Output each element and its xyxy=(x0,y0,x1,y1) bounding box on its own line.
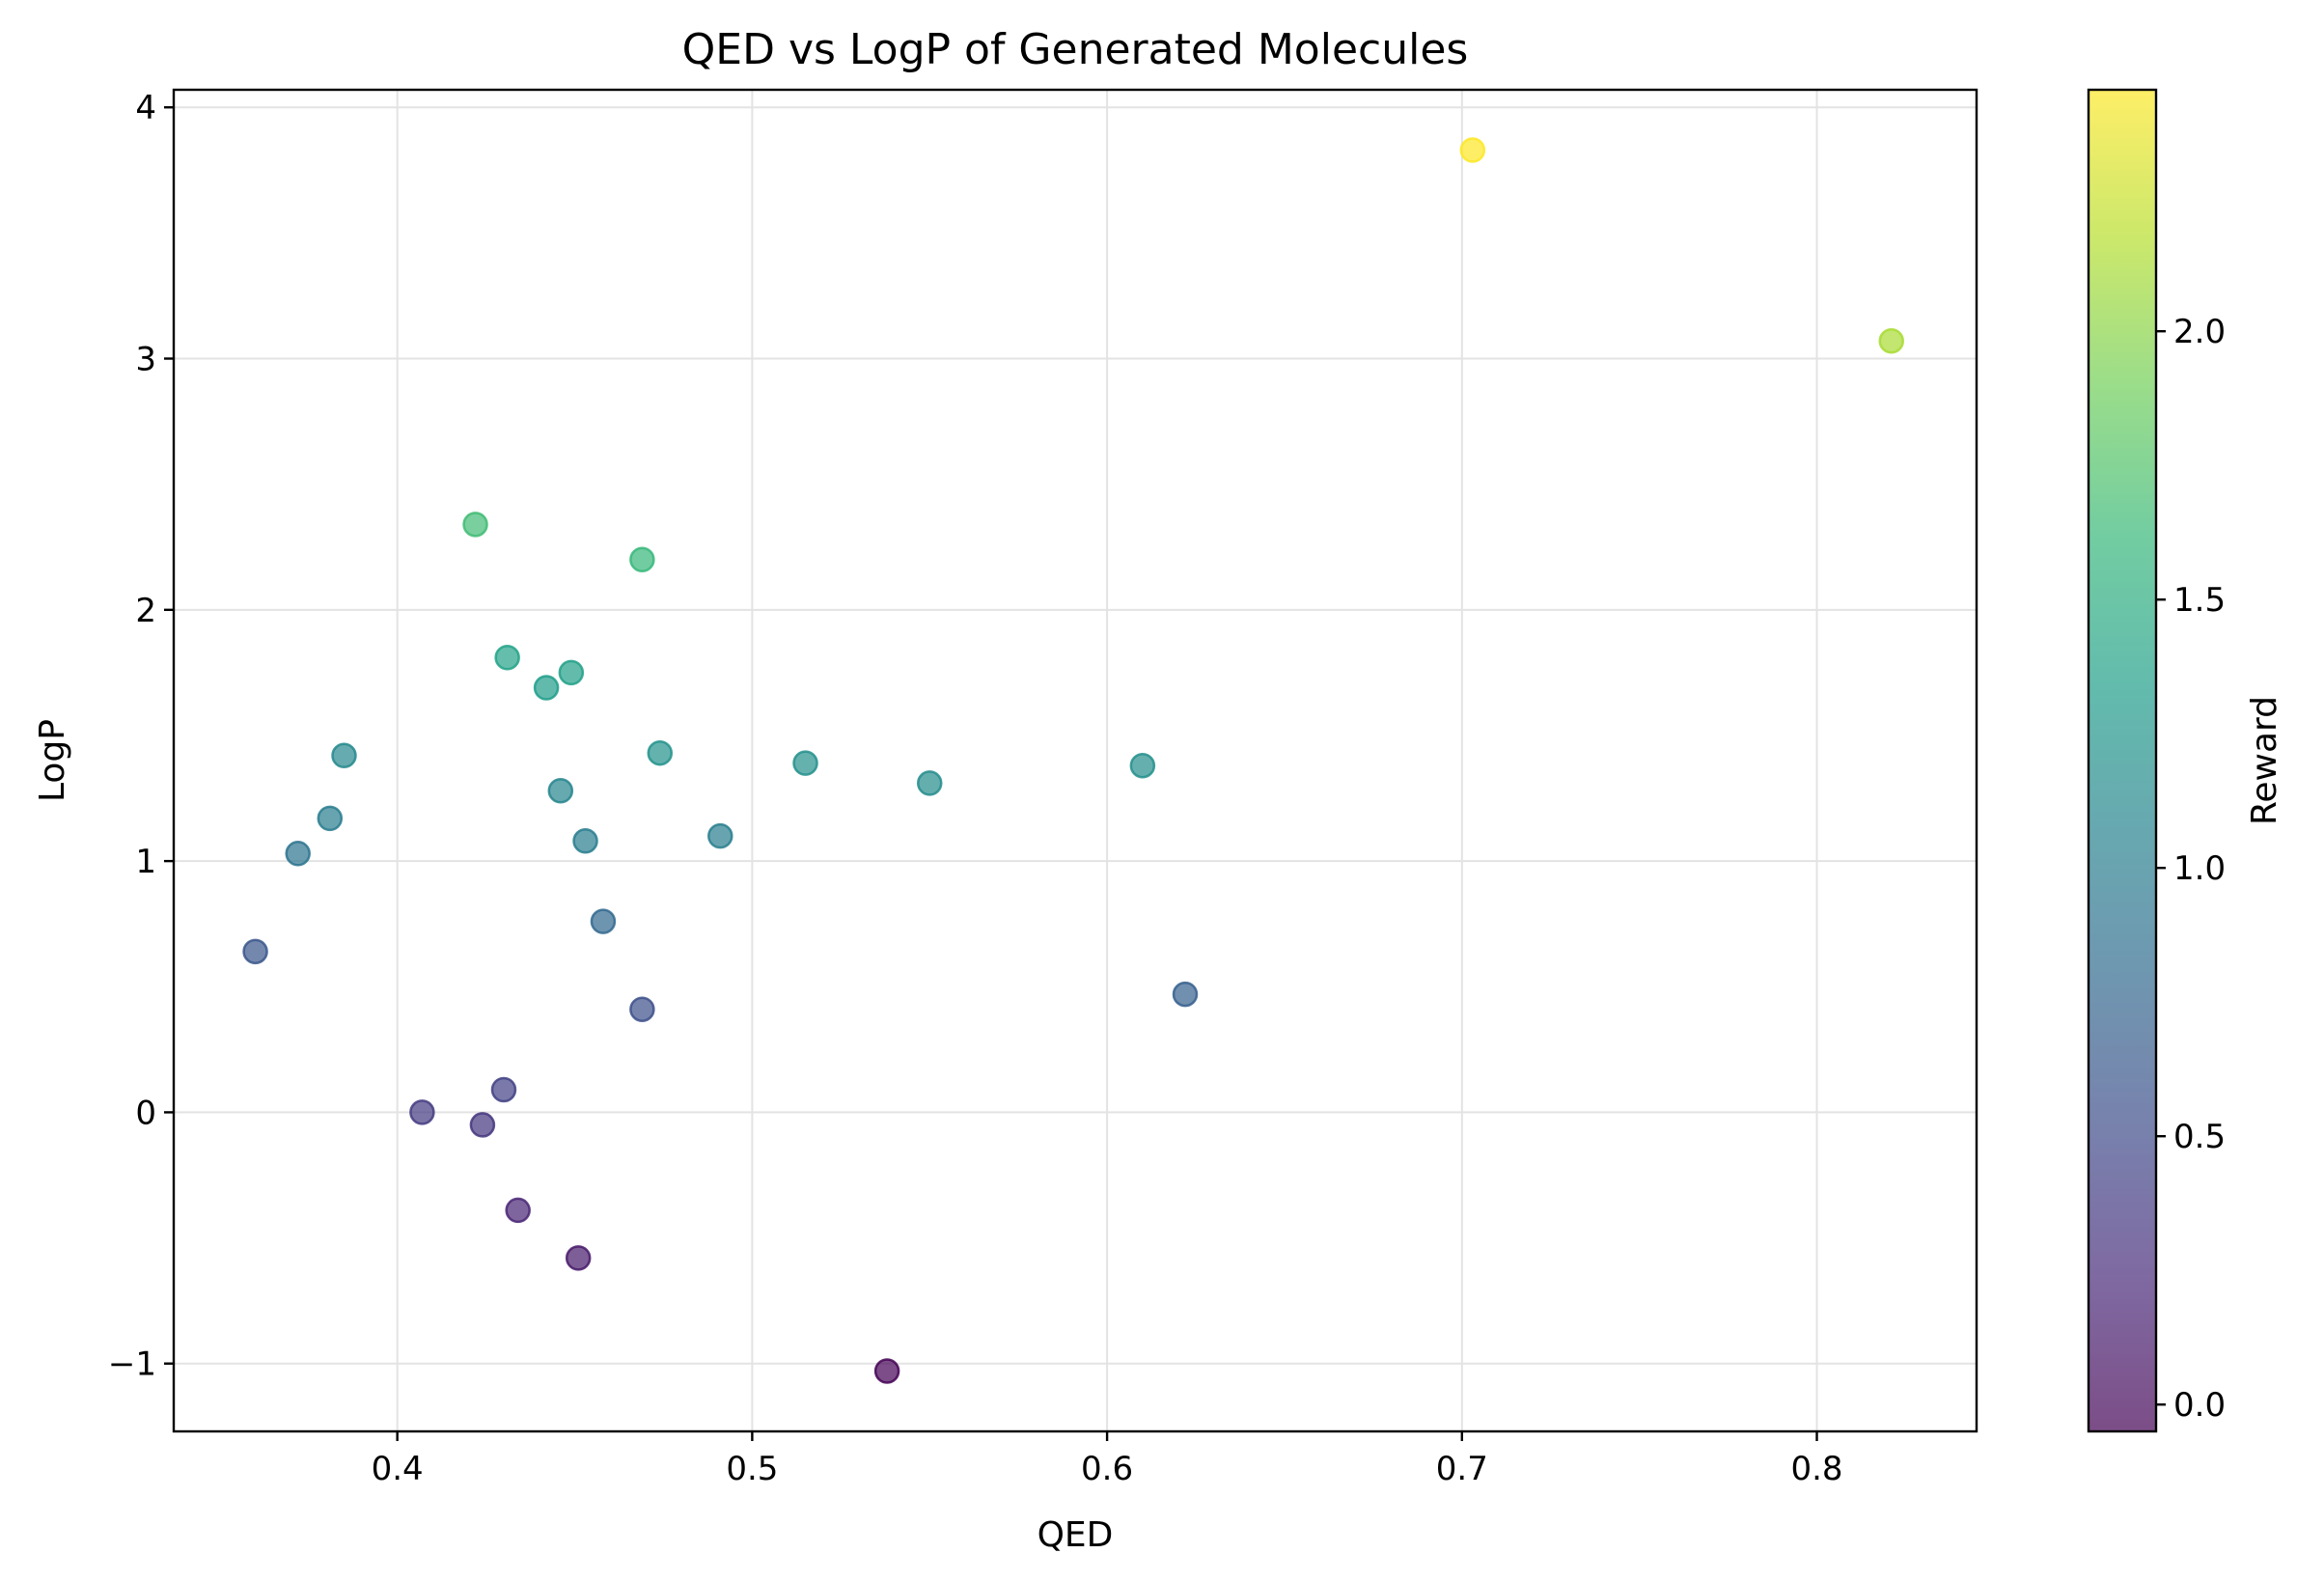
colorbar-tick-label: 2.0 xyxy=(2173,313,2226,351)
scatter-point xyxy=(792,750,818,776)
y-tick-label: 3 xyxy=(135,341,156,379)
x-axis-ticks: 0.4 0.5 0.6 0.7 0.8 xyxy=(372,1431,1843,1488)
scatter-point xyxy=(873,1358,900,1384)
y-tick-label: 1 xyxy=(135,843,156,881)
scatter-point xyxy=(629,546,655,573)
scatter-point xyxy=(1129,752,1156,779)
scatter-point xyxy=(462,512,488,538)
plot-frame xyxy=(172,88,1978,1433)
colorbar-tick-label: 0.5 xyxy=(2173,1118,2226,1156)
colorbar-label: Reward xyxy=(2245,696,2284,825)
y-tick-label: −1 xyxy=(108,1345,156,1384)
y-tick-label: 2 xyxy=(135,592,156,630)
colorbar-tick-label: 0.0 xyxy=(2173,1386,2226,1425)
scatter-point xyxy=(547,777,574,804)
scatter-point xyxy=(494,645,520,671)
scatter-point xyxy=(409,1099,435,1125)
scatter-point xyxy=(1172,981,1199,1008)
y-axis-label: LogP xyxy=(33,719,72,802)
scatter-point xyxy=(558,659,585,686)
scatter-point xyxy=(590,908,617,934)
scatter-point xyxy=(490,1076,517,1103)
scatter-point xyxy=(629,996,655,1022)
scatter-point xyxy=(1459,137,1486,163)
scatter-point xyxy=(707,822,733,849)
colorbar xyxy=(2087,88,2158,1433)
scatter-point xyxy=(647,739,674,766)
scatter-point xyxy=(242,938,268,965)
scatter-point xyxy=(469,1112,496,1138)
colorbar-tick-label: 1.5 xyxy=(2173,581,2226,620)
scatter-point xyxy=(565,1245,592,1271)
x-tick-label: 0.5 xyxy=(726,1450,778,1488)
y-tick-label: 4 xyxy=(135,89,156,127)
chart-title: QED vs LogP of Generated Molecules xyxy=(682,25,1469,74)
scatter-point xyxy=(916,770,943,796)
x-tick-label: 0.4 xyxy=(372,1450,424,1488)
grid-lines xyxy=(174,90,1977,1431)
x-tick-label: 0.6 xyxy=(1081,1450,1133,1488)
data-points xyxy=(242,137,1904,1384)
scatter-point xyxy=(1878,328,1904,354)
scatter-point xyxy=(285,841,311,867)
scatter-point xyxy=(317,805,344,832)
y-axis-ticks: −1 0 1 2 3 4 xyxy=(108,89,174,1384)
colorbar-ticks: 0.0 0.5 1.0 1.5 2.0 xyxy=(2156,313,2226,1425)
scatter-point xyxy=(505,1197,531,1224)
x-axis-label: QED xyxy=(1038,1515,1114,1555)
scatter-point xyxy=(331,742,357,769)
y-tick-label: 0 xyxy=(135,1094,156,1132)
colorbar-tick-label: 1.0 xyxy=(2173,849,2226,888)
x-tick-label: 0.7 xyxy=(1436,1450,1488,1488)
scatter-point xyxy=(533,675,560,701)
x-tick-label: 0.8 xyxy=(1790,1450,1842,1488)
scatter-point xyxy=(572,828,598,854)
